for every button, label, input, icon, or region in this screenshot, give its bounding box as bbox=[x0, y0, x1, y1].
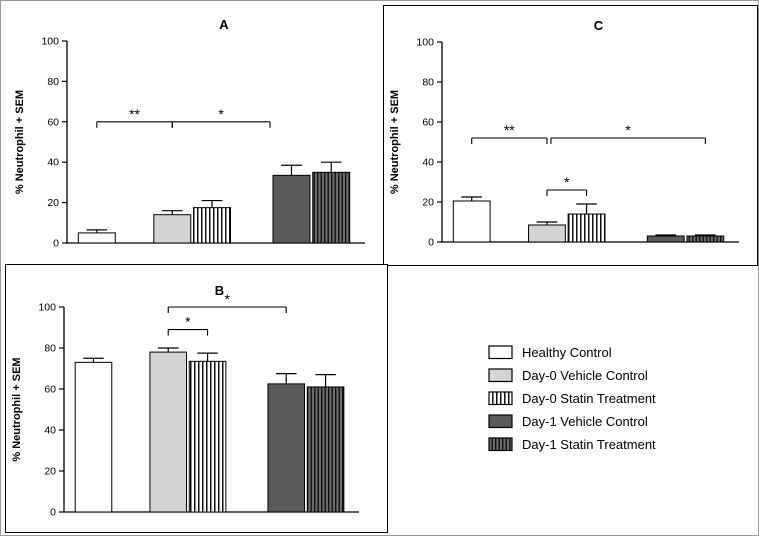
y-axis-label: % Neutrophil + SEM bbox=[11, 357, 23, 461]
bar-day-1-vehicle-control bbox=[272, 174, 311, 244]
y-tick-label: 0 bbox=[50, 507, 56, 519]
significance-label: * bbox=[218, 106, 224, 122]
panel-a: 0 20 40 60 80 100% Neutrophil + SEM A ** * bbox=[9, 7, 381, 263]
y-tick-label: 60 bbox=[47, 116, 59, 128]
bar-day-0-statin-treatment bbox=[188, 360, 227, 513]
legend-swatch-day-1-statin-treatment bbox=[488, 437, 513, 452]
y-tick-label: 40 bbox=[422, 157, 434, 169]
bar-day-1-statin-treatment bbox=[686, 235, 725, 243]
bar-day-0-statin-treatment bbox=[193, 207, 232, 244]
legend-label: Day-0 Vehicle Control bbox=[522, 367, 648, 383]
bar-day-0-vehicle-control bbox=[149, 351, 188, 513]
bar-day-1-vehicle-control bbox=[646, 235, 685, 243]
y-tick-label: 80 bbox=[47, 76, 59, 88]
legend-swatch-day-0-vehicle-control bbox=[488, 368, 513, 383]
y-tick-label: 100 bbox=[38, 302, 56, 314]
legend-swatch-healthy-control bbox=[488, 345, 513, 360]
y-axis-label: % Neutrophil + SEM bbox=[14, 90, 26, 194]
legend-item-day-0-statin-treatment: Day-0 Statin Treatment bbox=[488, 391, 656, 406]
y-tick-label: 20 bbox=[44, 466, 56, 478]
legend-item-day-1-statin-treatment: Day-1 Statin Treatment bbox=[488, 437, 656, 452]
bar-day-1-statin-treatment bbox=[312, 171, 351, 244]
legend-item-healthy-control: Healthy Control bbox=[488, 345, 656, 360]
y-tick-label: 60 bbox=[44, 384, 56, 396]
y-tick-label: 80 bbox=[44, 343, 56, 355]
y-axis-label: % Neutrophil + SEM bbox=[389, 90, 401, 194]
y-tick-label: 40 bbox=[44, 425, 56, 437]
bar-day-1-vehicle-control bbox=[267, 383, 306, 513]
bar-day-0-statin-treatment bbox=[567, 213, 606, 243]
legend: Healthy Control Day-0 Vehicle Control Day-… bbox=[488, 345, 656, 460]
bar-day-1-statin-treatment bbox=[306, 386, 345, 513]
significance-label: * bbox=[225, 291, 231, 307]
legend-item-day-0-vehicle-control: Day-0 Vehicle Control bbox=[488, 368, 656, 383]
legend-label: Day-1 Vehicle Control bbox=[522, 413, 648, 429]
legend-label: Healthy Control bbox=[522, 344, 612, 360]
legend-label: Day-1 Statin Treatment bbox=[522, 436, 656, 452]
panel-title-a: A bbox=[219, 17, 229, 32]
significance-label: ** bbox=[504, 122, 515, 138]
bar-healthy-control bbox=[74, 361, 113, 513]
y-tick-label: 100 bbox=[41, 36, 59, 48]
legend-swatch-day-1-vehicle-control bbox=[488, 414, 513, 429]
bar-healthy-control bbox=[452, 200, 491, 243]
y-tick-label: 80 bbox=[422, 77, 434, 89]
legend-label: Day-0 Statin Treatment bbox=[522, 390, 656, 406]
significance-label: * bbox=[564, 174, 570, 190]
legend-item-day-1-vehicle-control: Day-1 Vehicle Control bbox=[488, 414, 656, 429]
significance-label: * bbox=[185, 314, 191, 330]
y-tick-label: 60 bbox=[422, 117, 434, 129]
panel-title-c: C bbox=[594, 18, 604, 33]
significance-label: * bbox=[625, 122, 631, 138]
legend-swatch-day-0-statin-treatment bbox=[488, 391, 513, 406]
panel-c: 0 20 40 60 80 100% Neutrophil + SEM C ** * * bbox=[383, 5, 758, 266]
y-tick-label: 20 bbox=[422, 197, 434, 209]
panel-title-b: B bbox=[215, 283, 224, 298]
bar-day-0-vehicle-control bbox=[528, 224, 566, 243]
y-tick-label: 0 bbox=[53, 238, 59, 250]
bar-healthy-control bbox=[77, 232, 116, 244]
significance-label: ** bbox=[129, 106, 140, 122]
y-tick-label: 20 bbox=[47, 197, 59, 209]
panel-b: 0 20 40 60 80 100% Neutrophil + SEM B * * bbox=[5, 264, 388, 533]
y-tick-label: 40 bbox=[47, 157, 59, 169]
y-tick-label: 0 bbox=[428, 237, 434, 249]
bar-day-0-vehicle-control bbox=[153, 214, 192, 244]
y-tick-label: 100 bbox=[416, 37, 434, 49]
